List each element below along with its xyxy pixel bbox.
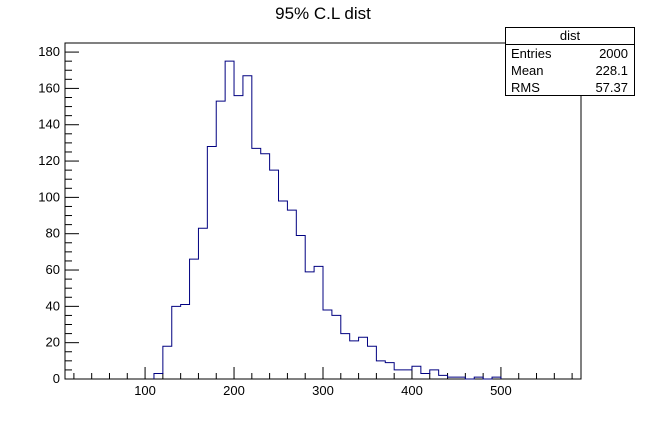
stats-label-entries: Entries [511,46,552,61]
x-tick-label: 300 [312,383,334,398]
y-tick-label: 140 [38,117,60,132]
stats-row-rms: RMS 57.37 [506,79,634,96]
y-tick-label: 80 [46,226,60,241]
x-tick-label: 500 [490,383,512,398]
axis-ticks [65,42,573,380]
plot-frame [64,42,582,380]
y-tick-label: 180 [38,44,60,59]
stats-value-rms: 57.37 [595,80,628,95]
chart-title: 95% C.L dist [275,4,371,23]
x-tick-label: 400 [401,383,423,398]
histogram-outline [153,60,502,380]
y-tick-label: 0 [53,371,60,386]
stats-label-mean: Mean [511,63,544,78]
stats-row-entries: Entries 2000 [506,45,634,62]
tick-labels: 100 200 300 400 500 0 20 40 60 80 100 120 140 160 180 [38,44,511,398]
y-tick-label: 20 [46,335,60,350]
y-tick-label: 100 [38,189,60,204]
stats-box-header: dist [506,28,634,45]
y-tick-label: 60 [46,262,60,277]
stats-value-mean: 228.1 [595,63,628,78]
stats-value-entries: 2000 [599,46,628,61]
x-tick-label: 100 [134,383,156,398]
stats-box: dist Entries 2000 Mean 228.1 RMS 57.37 [505,27,635,96]
y-tick-label: 40 [46,298,60,313]
stats-label-rms: RMS [511,80,540,95]
stats-row-mean: Mean 228.1 [506,62,634,79]
y-tick-label: 160 [38,80,60,95]
y-tick-label: 120 [38,153,60,168]
x-tick-label: 200 [223,383,245,398]
